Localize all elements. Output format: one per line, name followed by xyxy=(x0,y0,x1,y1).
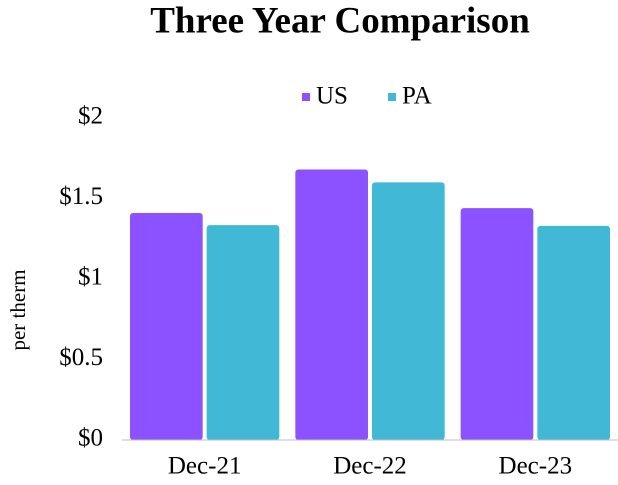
chart-title: Three Year Comparison xyxy=(150,0,530,41)
bar xyxy=(460,208,534,440)
legend-label: US xyxy=(316,83,348,110)
bar xyxy=(537,225,610,440)
y-tick-label: $1.5 xyxy=(59,183,103,210)
x-tick-label: Dec-21 xyxy=(168,453,242,480)
y-tick-label: $0 xyxy=(78,425,103,452)
legend-swatch xyxy=(302,93,310,101)
bar xyxy=(295,169,368,440)
x-tick-label: Dec-23 xyxy=(499,453,573,480)
y-tick-label: $1 xyxy=(78,264,103,291)
y-tick-label: $0.5 xyxy=(59,344,103,371)
bar xyxy=(372,182,445,440)
legend-label: PA xyxy=(402,83,432,110)
y-tick-label: $2 xyxy=(78,103,103,130)
legend-swatch xyxy=(388,93,396,101)
bar xyxy=(206,225,280,440)
y-axis-label: per therm xyxy=(6,269,30,350)
bar xyxy=(130,212,203,440)
x-tick-label: Dec-22 xyxy=(333,453,407,480)
